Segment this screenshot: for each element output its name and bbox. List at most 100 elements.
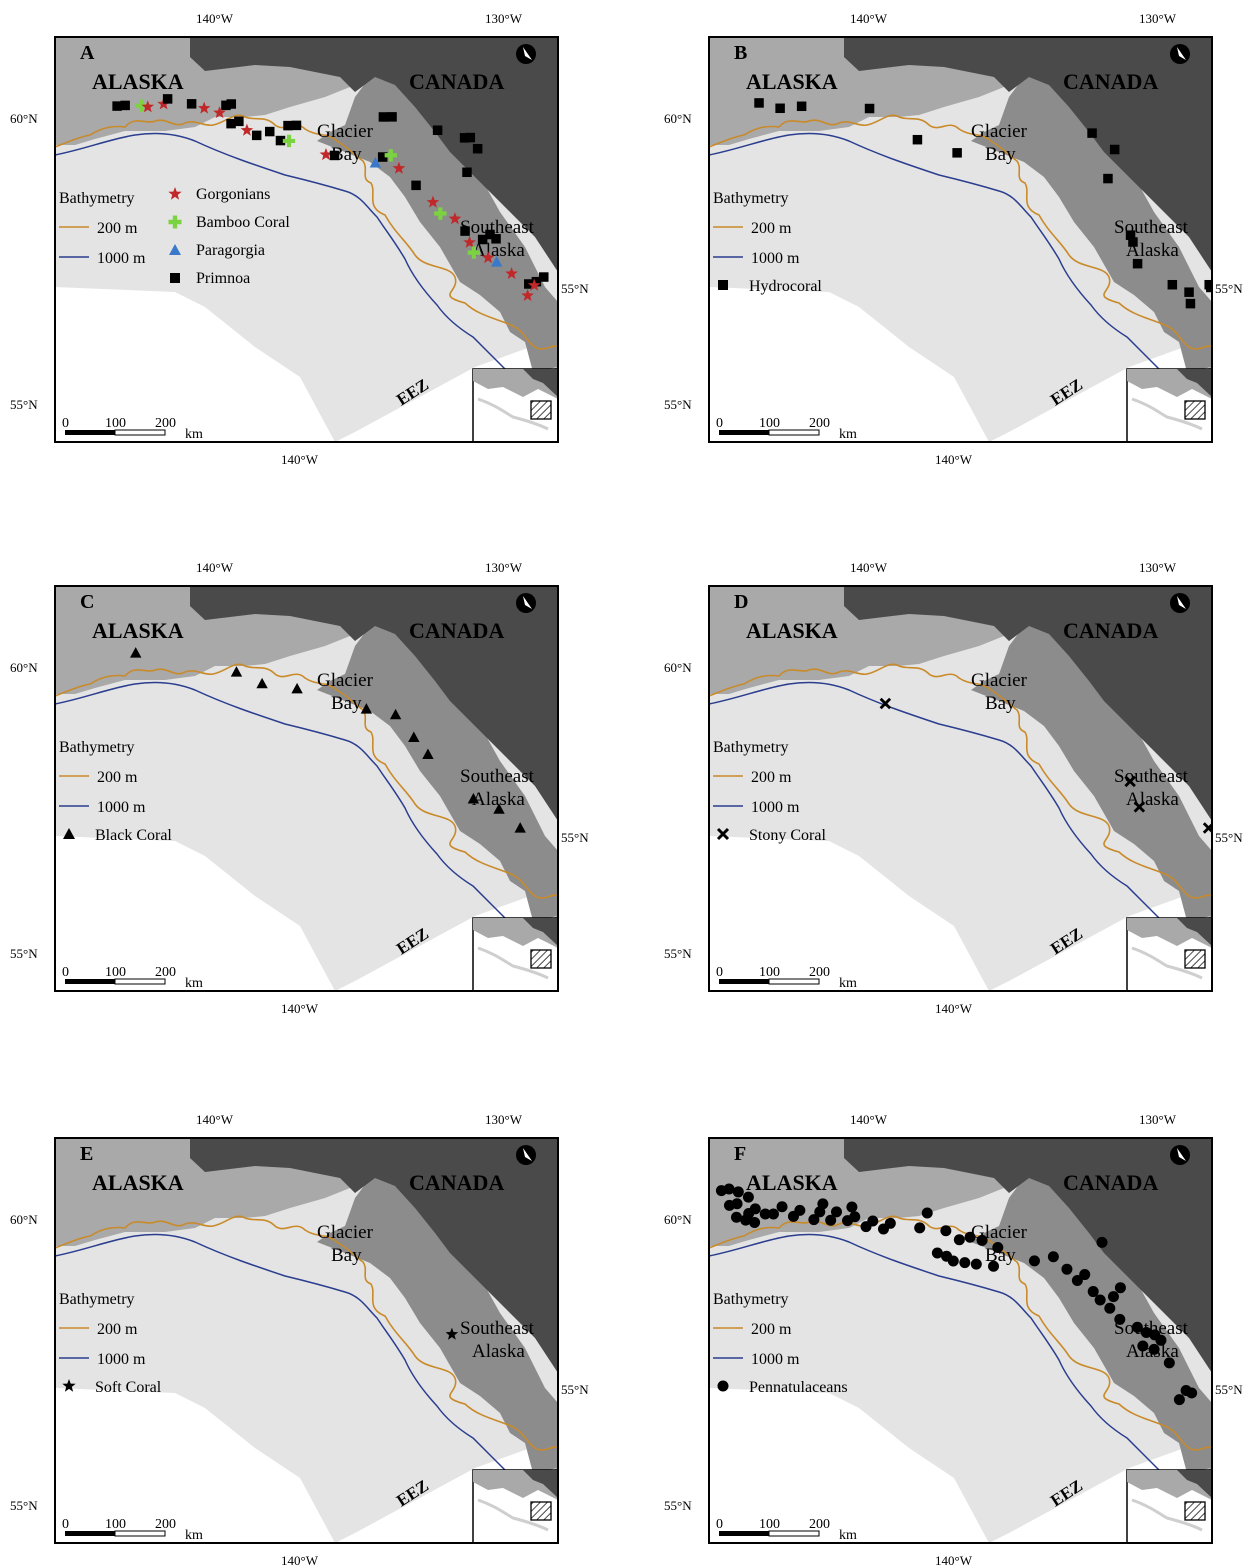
occurrence-marker bbox=[1094, 1294, 1106, 1306]
lat-label-right-55n: 55°N bbox=[1215, 1382, 1243, 1397]
occurrence-marker bbox=[491, 234, 501, 244]
occurrence-marker bbox=[493, 803, 505, 814]
map-legend: Bathymetry 200 m 1000 m Pennatulaceans bbox=[713, 1291, 848, 1396]
occurrence-marker bbox=[1186, 1387, 1198, 1399]
label-glacier: Glacier bbox=[971, 670, 1028, 691]
lon-label-top-140w: 140°W bbox=[850, 11, 888, 26]
lon-label-bottom-140w: 140°W bbox=[935, 452, 973, 467]
occurrence-marker bbox=[283, 120, 293, 131]
isobath-200m bbox=[55, 663, 558, 899]
legend-1000m-label: 1000 m bbox=[751, 1351, 800, 1368]
occurrence-marker bbox=[1109, 144, 1120, 155]
occurrence-marker bbox=[794, 1204, 806, 1216]
north-arrow-icon bbox=[1170, 1145, 1190, 1165]
lon-label-top-130w: 130°W bbox=[485, 1112, 523, 1127]
lat-label-right-55n: 55°N bbox=[1215, 830, 1243, 845]
isobath-200m bbox=[55, 1215, 558, 1451]
isobath-1000m bbox=[709, 132, 1200, 400]
occurrence-marker bbox=[1087, 1286, 1099, 1298]
occurrence-marker bbox=[531, 276, 542, 287]
legend-1000m-label: 1000 m bbox=[97, 250, 146, 267]
label-glacier: Glacier bbox=[317, 1222, 374, 1243]
lat-label-60n: 60°N bbox=[664, 1212, 692, 1227]
occurrence-points bbox=[879, 697, 1212, 834]
scale-unit-km: km bbox=[185, 1528, 203, 1543]
occurrence-marker bbox=[460, 226, 470, 236]
occurrence-marker bbox=[135, 99, 149, 112]
label-southeast: Southeast bbox=[1114, 1318, 1189, 1339]
occurrence-marker bbox=[360, 703, 373, 714]
occurrence-marker bbox=[817, 1198, 829, 1210]
occurrence-marker bbox=[411, 180, 421, 191]
southeast-alaska-islands bbox=[317, 624, 558, 921]
legend-item-label: Primnoa bbox=[196, 270, 250, 287]
occurrence-marker bbox=[1125, 230, 1136, 240]
lat-label-right-55n: 55°N bbox=[561, 1382, 589, 1397]
southeast-alaska-islands bbox=[971, 1176, 1212, 1473]
occurrence-marker bbox=[1206, 282, 1212, 293]
lon-label-top-140w: 140°W bbox=[196, 11, 234, 26]
occurrence-marker bbox=[392, 161, 406, 174]
legend-item-label: Soft Coral bbox=[95, 1379, 162, 1396]
legend-marker-triangle bbox=[169, 244, 181, 255]
lat-label-55n: 55°N bbox=[10, 946, 38, 961]
occurrence-marker bbox=[1173, 1394, 1185, 1406]
occurrence-marker bbox=[378, 112, 389, 122]
lat-label-55n: 55°N bbox=[664, 1498, 692, 1513]
canada-landmass bbox=[190, 586, 558, 821]
legend-bathymetry-title: Bathymetry bbox=[59, 1291, 135, 1308]
occurrence-marker bbox=[234, 116, 244, 127]
occurrence-marker bbox=[472, 143, 483, 154]
label-glacier: Glacier bbox=[971, 121, 1028, 142]
occurrence-marker bbox=[730, 1211, 742, 1223]
occurrence-marker bbox=[921, 1207, 933, 1219]
lat-label-55n: 55°N bbox=[664, 946, 692, 961]
lon-label-top-140w: 140°W bbox=[196, 560, 234, 575]
north-arrow-icon bbox=[516, 1145, 536, 1165]
label-canada: CANADA bbox=[1063, 69, 1158, 94]
occurrence-marker bbox=[742, 1191, 754, 1203]
legend-1000m-label: 1000 m bbox=[97, 799, 146, 816]
occurrence-marker bbox=[539, 272, 549, 282]
isobath-200m bbox=[55, 114, 558, 350]
occurrence-marker bbox=[754, 98, 764, 108]
label-alaska: ALASKA bbox=[92, 1170, 184, 1195]
occurrence-marker bbox=[459, 133, 470, 143]
legend-item-label: Pennatulaceans bbox=[749, 1379, 848, 1396]
occurrence-marker bbox=[740, 1214, 752, 1226]
occurrence-marker bbox=[141, 100, 155, 113]
occurrence-marker bbox=[448, 212, 462, 225]
occurrence-marker bbox=[369, 157, 382, 168]
legend-item-label: Hydrocoral bbox=[749, 278, 822, 295]
legend-bathymetry-title: Bathymetry bbox=[59, 739, 135, 756]
label-bay: Bay bbox=[985, 144, 1016, 165]
occurrence-marker bbox=[1148, 1343, 1160, 1355]
occurrence-marker bbox=[120, 100, 130, 111]
occurrence-marker bbox=[879, 697, 892, 710]
legend-200m-label: 200 m bbox=[751, 220, 792, 237]
occurrence-marker bbox=[226, 99, 237, 109]
canada-landmass bbox=[844, 1138, 1212, 1373]
occurrence-marker bbox=[732, 1186, 744, 1198]
label-bay: Bay bbox=[985, 693, 1016, 714]
occurrence-marker bbox=[240, 123, 254, 136]
scale-label-100: 100 bbox=[105, 1517, 126, 1532]
occurrence-marker bbox=[521, 289, 534, 301]
lon-label-bottom-140w: 140°W bbox=[935, 1001, 973, 1016]
north-arrow-icon bbox=[1170, 44, 1190, 64]
occurrence-marker bbox=[808, 1214, 820, 1226]
scale-label-200: 200 bbox=[155, 1517, 176, 1532]
occurrence-marker bbox=[830, 1206, 842, 1218]
panel-letter: C bbox=[80, 591, 94, 613]
occurrence-marker bbox=[1128, 237, 1138, 247]
scale-unit-km: km bbox=[185, 427, 203, 442]
occurrence-points bbox=[112, 94, 549, 301]
lon-label-top-140w: 140°W bbox=[850, 560, 888, 575]
occurrence-marker bbox=[422, 748, 434, 759]
occurrence-marker bbox=[1137, 1340, 1149, 1352]
label-alaska: ALASKA bbox=[746, 69, 838, 94]
isobath-1000m bbox=[709, 681, 1200, 949]
isobath-200m bbox=[709, 114, 1212, 350]
label-alaska-region: Alaska bbox=[1126, 789, 1179, 810]
